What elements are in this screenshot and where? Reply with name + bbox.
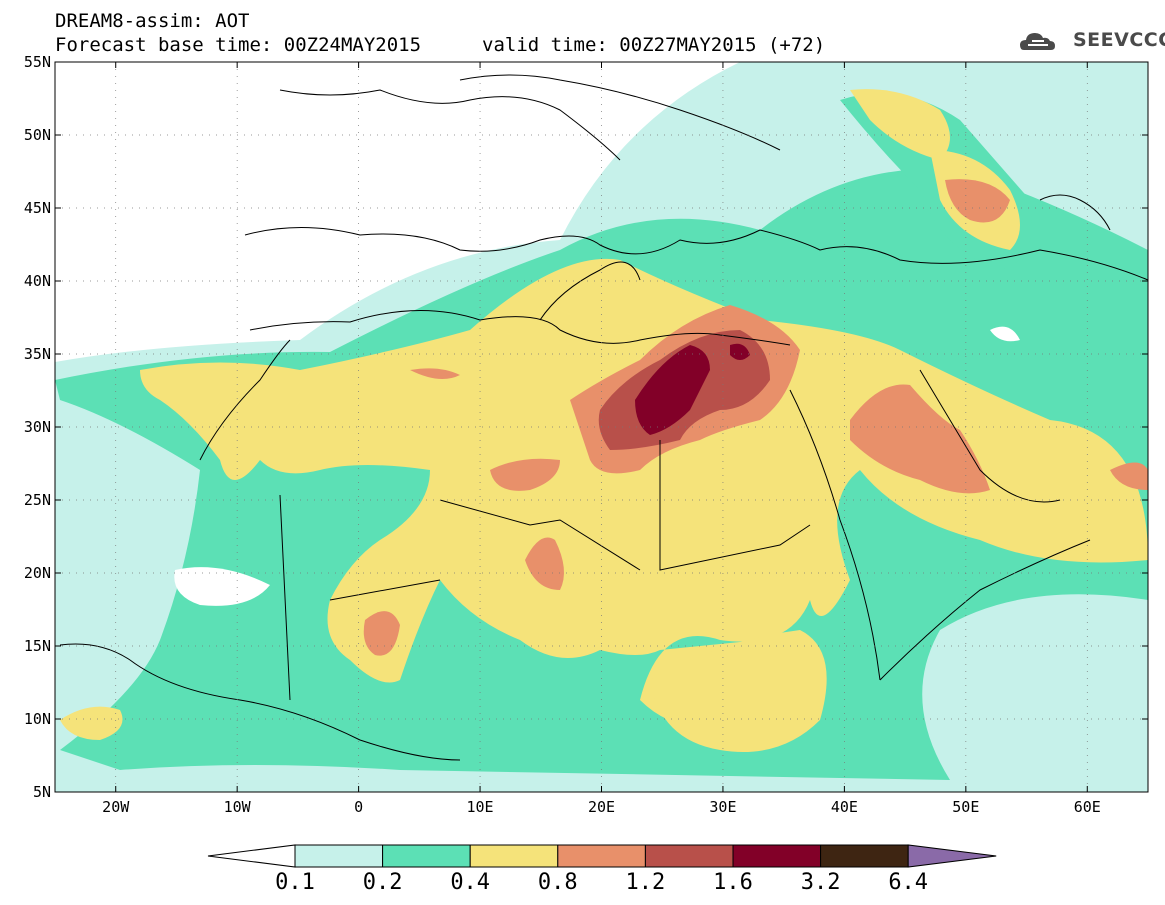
cloud-icon <box>1020 33 1055 50</box>
lat-label: 30N <box>24 418 51 436</box>
lat-label: 5N <box>33 783 51 801</box>
lon-label: 10E <box>467 798 494 816</box>
logo-text: SEEVCCC <box>1073 29 1165 51</box>
lat-label: 45N <box>24 199 51 217</box>
lon-label: 30E <box>709 798 736 816</box>
colorbar-min-arrow <box>207 844 296 868</box>
lat-label: 35N <box>24 345 51 363</box>
colorbar-label: 1.6 <box>713 870 753 895</box>
colorbar-label: 6.4 <box>888 870 929 895</box>
colorbar-label: 0.8 <box>537 870 578 895</box>
colorbar-label: 1.2 <box>625 870 666 895</box>
forecast-base-time: Forecast base time: 00Z24MAY2015 <box>55 34 422 56</box>
lat-label: 25N <box>24 491 51 509</box>
colorbar-segment <box>382 844 471 868</box>
lon-label: 20W <box>102 798 130 816</box>
lat-label: 15N <box>24 637 51 655</box>
map-title: DREAM8-assim: AOT <box>55 10 250 32</box>
lat-label: 55N <box>24 53 51 71</box>
colorbar-label: 0.1 <box>275 870 315 895</box>
lon-label: 40E <box>831 798 858 816</box>
graticule <box>55 62 1148 792</box>
lat-label: 40N <box>24 272 51 290</box>
colorbar-segment <box>469 844 559 868</box>
coastlines-borders <box>59 74 1148 761</box>
colorbar-segment <box>557 844 646 868</box>
valid-time: valid time: 00Z27MAY2015 (+72) <box>482 34 826 56</box>
axis-ticks: 20W 10W 0 10E 20E 30E 40E 50E 60E 55N 50N 45N 40N 35N… <box>24 53 1148 816</box>
colorbar-segment <box>820 844 909 868</box>
lon-label: 20E <box>588 798 615 816</box>
lon-label: 50E <box>952 798 979 816</box>
lon-label: 0 <box>354 798 363 816</box>
colorbar-segment <box>644 844 734 868</box>
lat-label: 50N <box>24 126 51 144</box>
colorbar-label: 0.4 <box>450 870 491 895</box>
lat-label: 10N <box>24 710 51 728</box>
colorbar-label: 0.2 <box>362 870 403 895</box>
colorbar-segment <box>732 844 822 868</box>
colorbar-label: 3.2 <box>800 870 841 895</box>
colorbar-segment <box>294 844 384 868</box>
lat-label: 20N <box>24 564 51 582</box>
lon-label: 60E <box>1074 798 1101 816</box>
colorbar-max-arrow <box>907 844 997 868</box>
lon-label: 10W <box>224 798 252 816</box>
